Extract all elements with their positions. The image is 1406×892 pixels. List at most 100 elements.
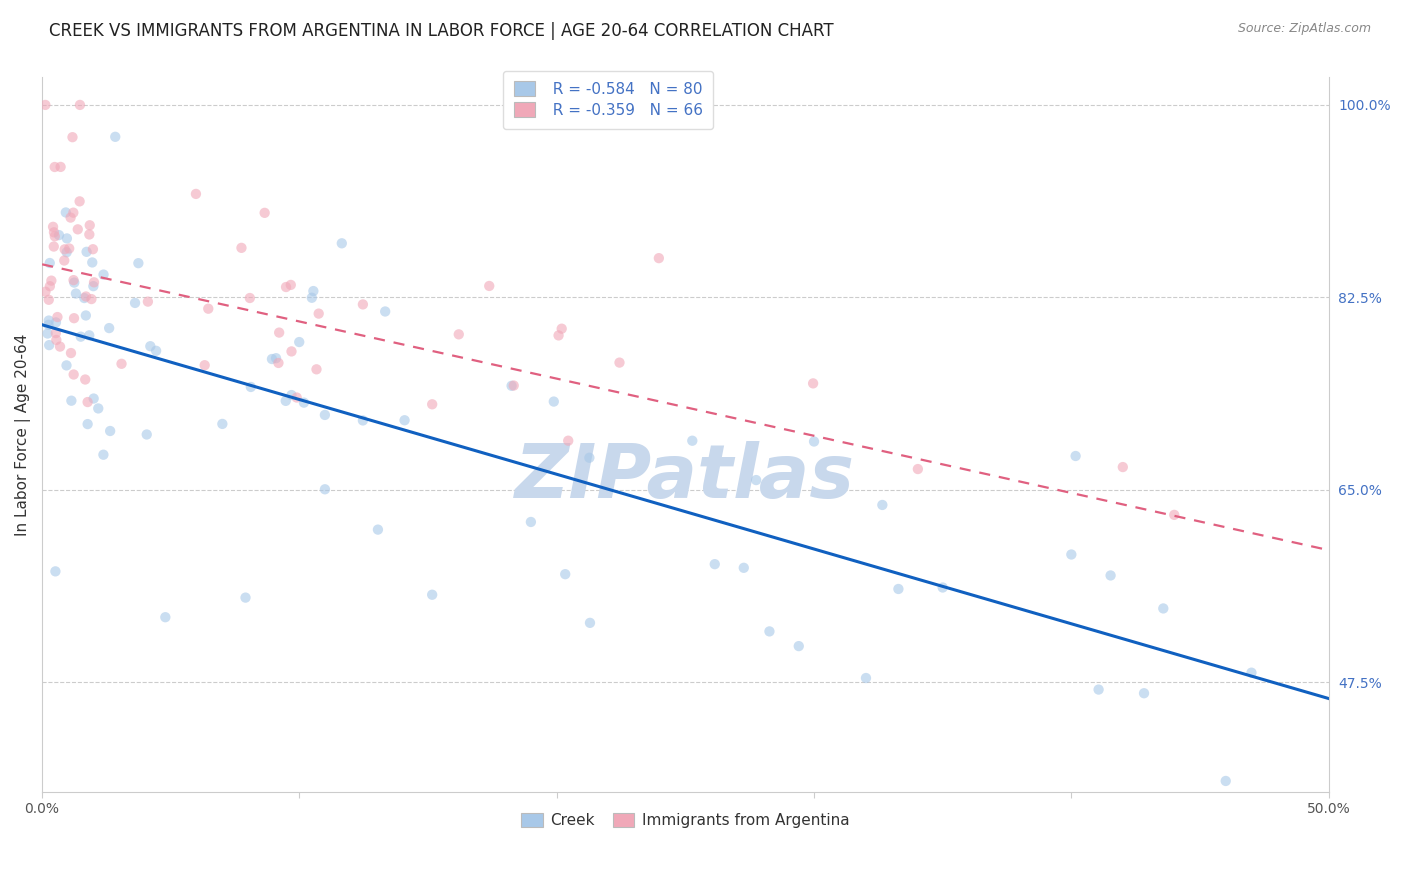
- Point: [578, 450, 600, 465]
- Point: [38, 256, 60, 270]
- Point: [87, 401, 110, 416]
- Point: [280, 277, 302, 292]
- Point: [37, 318, 59, 332]
- Point: [285, 391, 308, 405]
- Point: [82, 242, 104, 256]
- Point: [79, 227, 101, 242]
- Point: [520, 515, 543, 529]
- Point: [330, 236, 353, 251]
- Point: [872, 498, 894, 512]
- Point: [758, 624, 780, 639]
- Point: [145, 343, 167, 358]
- Point: [62, 273, 84, 287]
- Point: [139, 339, 162, 353]
- Y-axis label: In Labor Force | Age 20-64: In Labor Force | Age 20-64: [15, 334, 31, 536]
- Point: [703, 557, 725, 571]
- Point: [803, 434, 825, 449]
- Point: [55, 359, 77, 373]
- Point: [314, 483, 336, 497]
- Point: [41, 274, 63, 288]
- Point: [547, 328, 569, 343]
- Point: [887, 582, 910, 596]
- Point: [733, 561, 755, 575]
- Point: [82, 255, 104, 269]
- Point: [787, 639, 810, 653]
- Point: [38, 338, 60, 352]
- Point: [352, 297, 374, 311]
- Point: [75, 309, 97, 323]
- Point: [124, 296, 146, 310]
- Point: [42, 239, 65, 253]
- Point: [49, 160, 72, 174]
- Point: [302, 284, 325, 298]
- Text: ZIPatlas: ZIPatlas: [516, 441, 855, 514]
- Point: [502, 378, 524, 392]
- Point: [314, 408, 336, 422]
- Point: [267, 356, 290, 370]
- Point: [1060, 548, 1083, 562]
- Point: [301, 291, 323, 305]
- Point: [98, 321, 121, 335]
- Point: [63, 276, 86, 290]
- Point: [79, 219, 101, 233]
- Point: [69, 329, 91, 343]
- Point: [264, 351, 287, 366]
- Point: [274, 393, 297, 408]
- Point: [501, 379, 523, 393]
- Point: [53, 253, 76, 268]
- Point: [38, 279, 60, 293]
- Point: [93, 268, 115, 282]
- Point: [135, 427, 157, 442]
- Point: [127, 256, 149, 270]
- Point: [239, 291, 262, 305]
- Point: [55, 205, 77, 219]
- Point: [235, 591, 257, 605]
- Point: [83, 392, 105, 406]
- Point: [907, 462, 929, 476]
- Point: [44, 160, 66, 174]
- Point: [45, 326, 67, 340]
- Point: [1087, 682, 1109, 697]
- Point: [579, 615, 602, 630]
- Point: [478, 279, 501, 293]
- Point: [1163, 508, 1185, 522]
- Point: [55, 245, 77, 260]
- Point: [1152, 601, 1174, 615]
- Point: [1112, 460, 1135, 475]
- Point: [83, 275, 105, 289]
- Point: [136, 294, 159, 309]
- Point: [543, 394, 565, 409]
- Point: [274, 280, 297, 294]
- Point: [56, 231, 79, 245]
- Point: [269, 326, 291, 340]
- Point: [60, 393, 83, 408]
- Point: [1240, 665, 1263, 680]
- Point: [98, 424, 121, 438]
- Point: [292, 395, 315, 409]
- Point: [80, 292, 103, 306]
- Legend: Creek, Immigrants from Argentina: Creek, Immigrants from Argentina: [515, 806, 856, 834]
- Point: [34, 285, 56, 299]
- Point: [1099, 568, 1122, 582]
- Point: [45, 315, 67, 329]
- Point: [197, 301, 219, 316]
- Point: [1215, 774, 1237, 789]
- Text: CREEK VS IMMIGRANTS FROM ARGENTINA IN LABOR FORCE | AGE 20-64 CORRELATION CHART: CREEK VS IMMIGRANTS FROM ARGENTINA IN LA…: [49, 22, 834, 40]
- Point: [447, 327, 470, 342]
- Point: [211, 417, 233, 431]
- Point: [49, 340, 72, 354]
- Point: [557, 434, 579, 448]
- Point: [394, 413, 416, 427]
- Point: [53, 243, 76, 257]
- Point: [855, 671, 877, 685]
- Point: [367, 523, 389, 537]
- Point: [59, 346, 82, 360]
- Point: [77, 328, 100, 343]
- Point: [305, 362, 328, 376]
- Point: [801, 376, 824, 391]
- Point: [260, 351, 283, 366]
- Point: [1133, 686, 1156, 700]
- Point: [551, 321, 574, 335]
- Point: [280, 388, 302, 402]
- Point: [34, 98, 56, 112]
